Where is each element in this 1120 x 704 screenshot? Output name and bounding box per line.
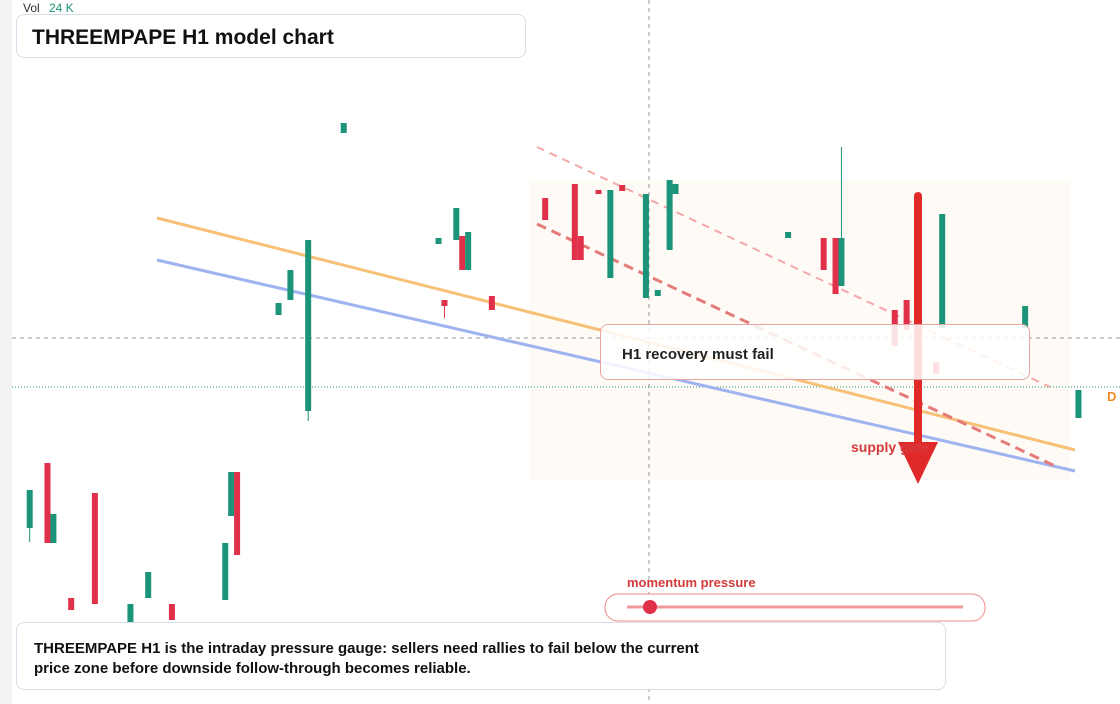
candle-body [595,190,602,194]
title-box: THREEMPAPE H1 model chart [16,14,526,58]
candle-body [228,472,235,516]
candle-body [832,238,839,294]
candle-body [1075,390,1082,418]
left-strip [0,0,12,704]
candle-body [820,238,827,270]
candle-body [542,198,549,220]
vol-label: Vol [23,1,40,15]
candle-body [838,238,845,286]
gauge-knob [643,600,657,614]
annotation: H1 recovery must fail [622,346,774,363]
candle-body [441,300,448,306]
candle-body [607,190,614,278]
candle-body [619,185,626,191]
candle-body [465,232,472,270]
candle-body [488,296,495,310]
candle-body [275,303,282,315]
candle-body [459,236,466,270]
arrow-head [898,442,938,484]
edge-tag: D [1107,389,1116,404]
channel-line [536,146,1051,388]
candle-body [672,184,679,194]
candle-body [453,208,460,240]
candle-body [68,598,75,610]
candle-body [287,270,294,300]
annotation-box: H1 recovery must fail [600,324,1030,380]
candle-body [435,238,442,244]
candle-body [571,184,578,260]
candle-body [145,572,152,598]
candle-body [305,240,312,411]
candle-body [91,493,98,604]
candle-body [340,123,347,133]
caption: THREEMPAPE H1 is the intraday pressure g… [34,640,699,677]
candle-body [50,514,57,543]
candle-body [785,232,792,238]
vol-value: 24 K [49,1,74,15]
candle-body [654,290,661,296]
candle-body [234,472,241,555]
caption-box: THREEMPAPE H1 is the intraday pressure g… [16,622,946,690]
candle-body [1022,306,1029,328]
candle-body [577,236,584,260]
candle-body [642,194,649,298]
gauge-label: momentum pressure [627,575,756,590]
candle-body [168,604,175,620]
candle-body [44,463,51,543]
title: THREEMPAPE H1 model chart [32,26,334,49]
candle-body [127,604,134,622]
candle-body [26,490,33,528]
supply-label: supply gate [851,439,929,455]
candle-body [939,214,946,328]
candle-body [666,180,673,250]
candle-body [222,543,229,600]
candle-body [903,300,910,330]
